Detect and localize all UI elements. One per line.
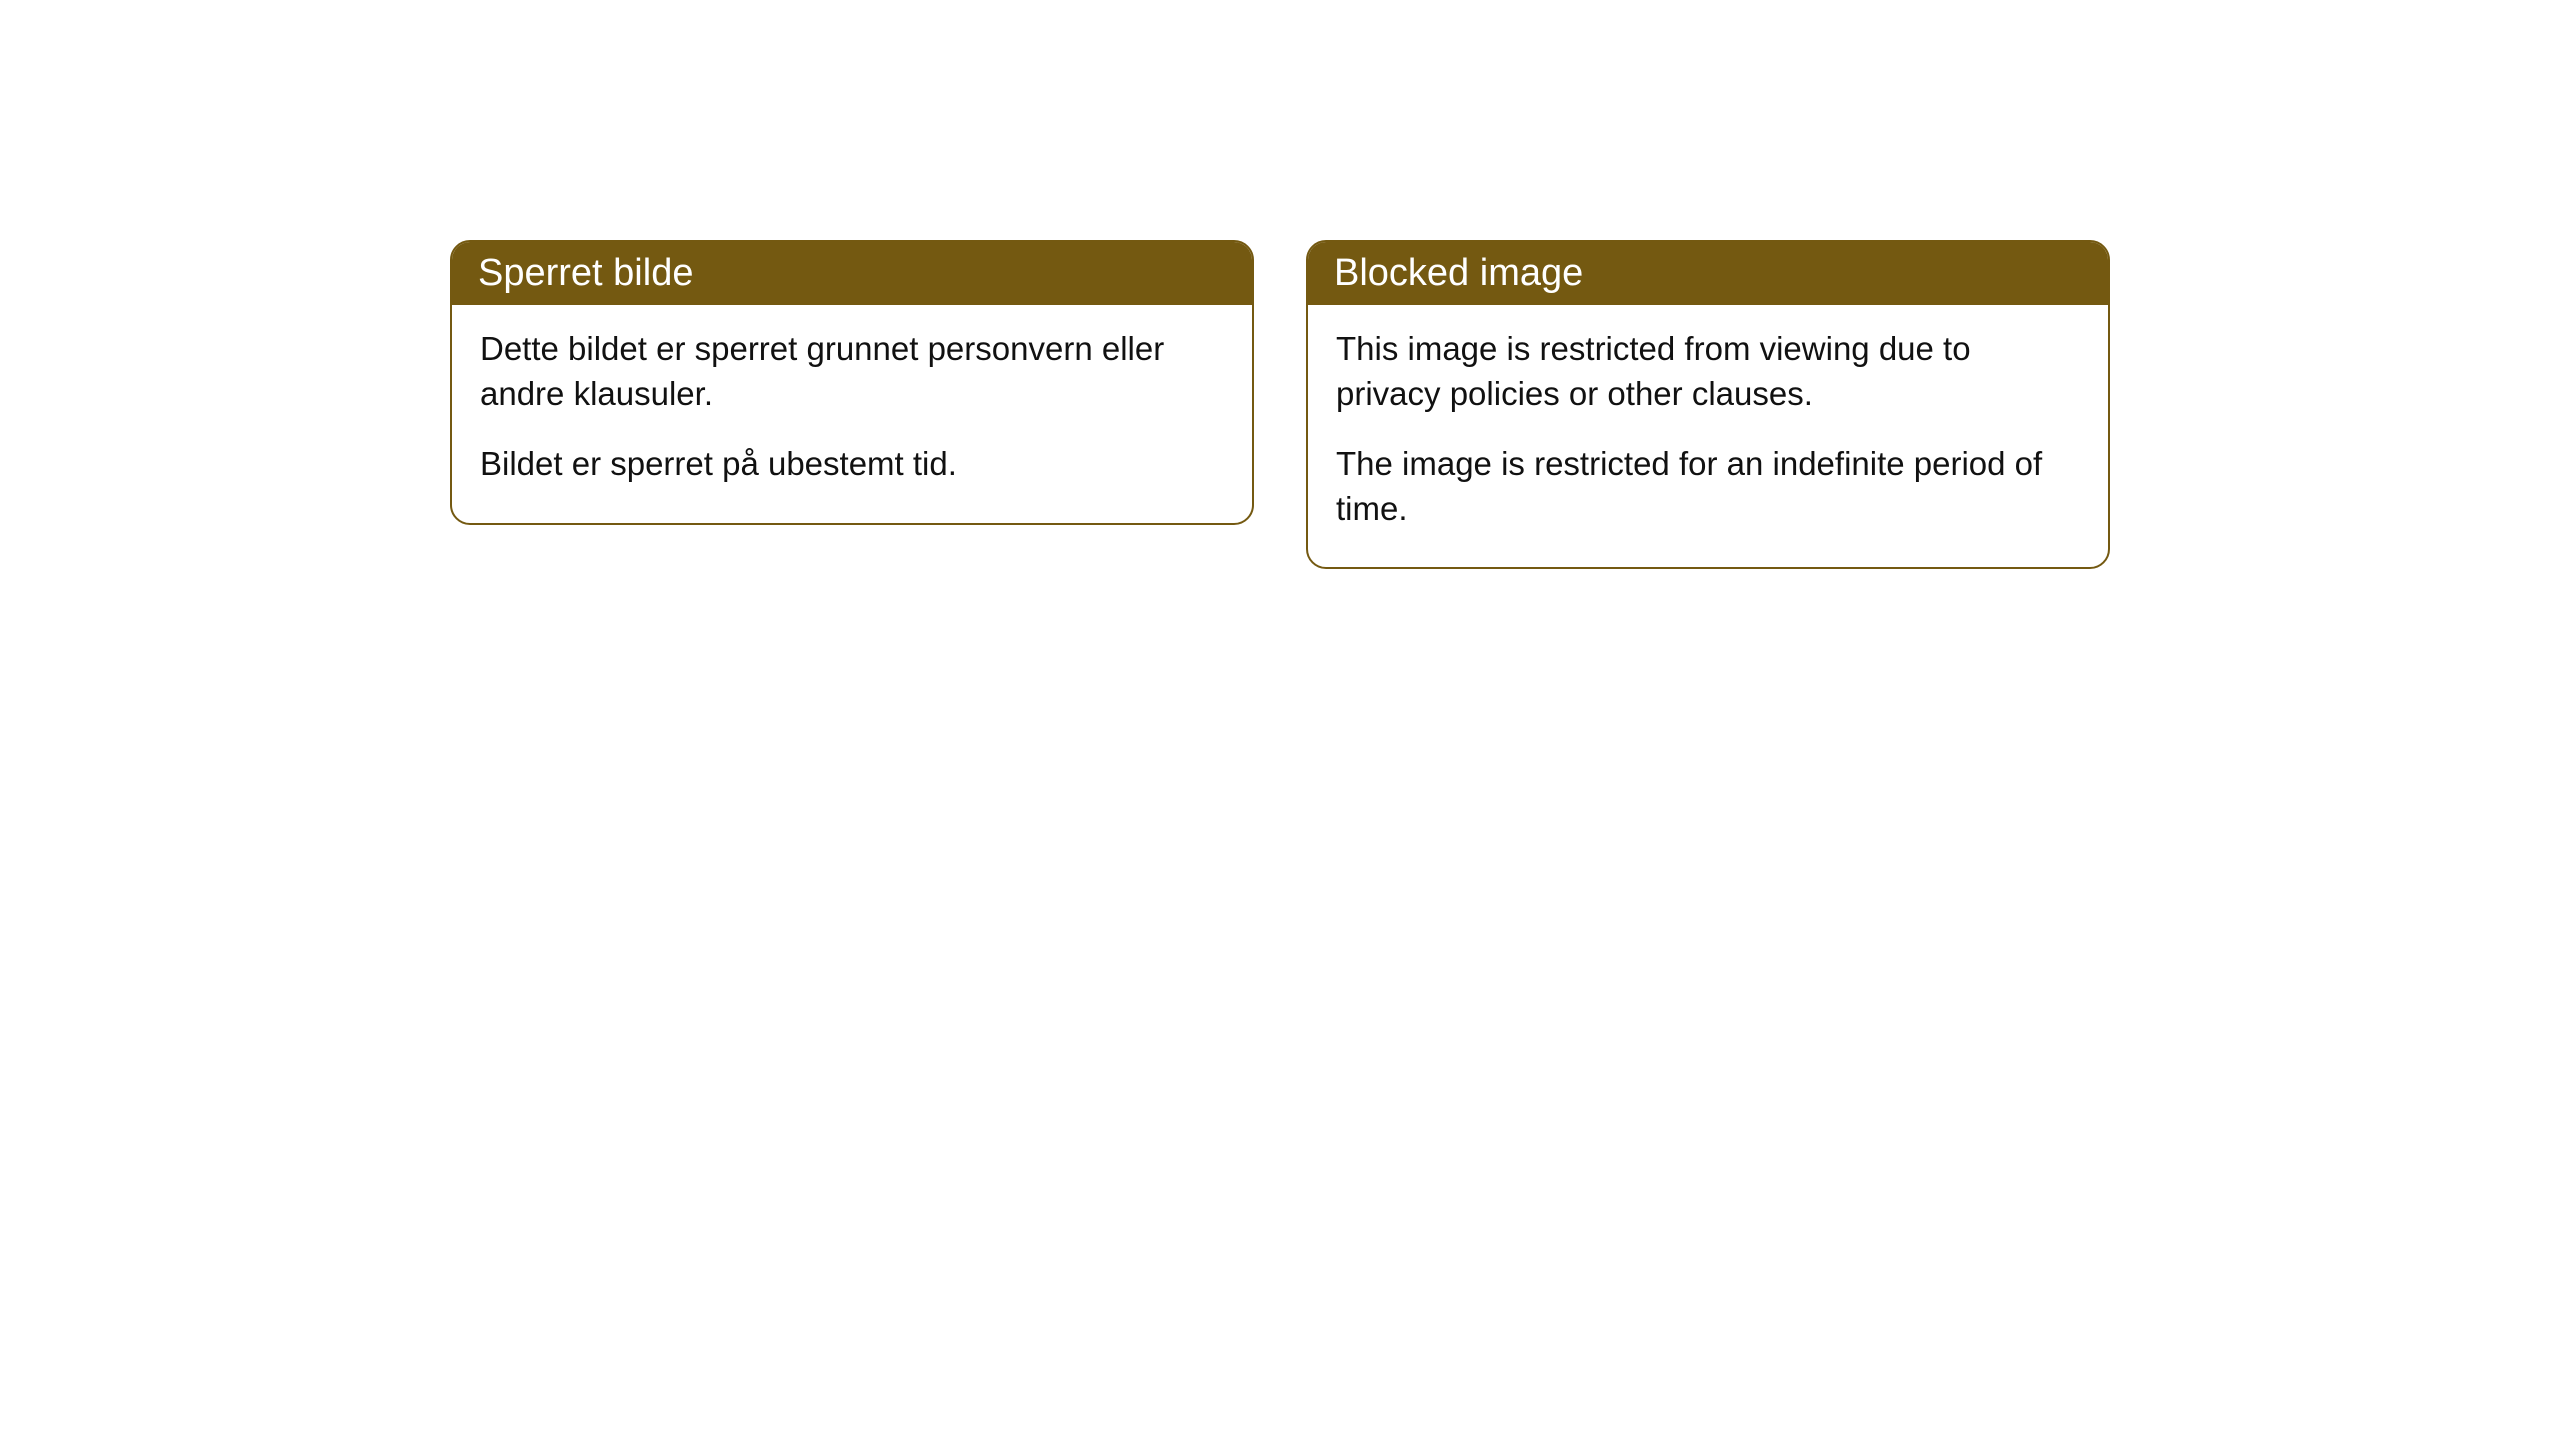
blocked-image-card-en: Blocked image This image is restricted f… <box>1306 240 2110 569</box>
card-body: This image is restricted from viewing du… <box>1308 305 2108 567</box>
card-header: Blocked image <box>1308 242 2108 305</box>
card-text-line-2: The image is restricted for an indefinit… <box>1336 442 2080 531</box>
card-header: Sperret bilde <box>452 242 1252 305</box>
card-body: Dette bildet er sperret grunnet personve… <box>452 305 1252 523</box>
card-text-line-1: Dette bildet er sperret grunnet personve… <box>480 327 1224 416</box>
blocked-image-card-no: Sperret bilde Dette bildet er sperret gr… <box>450 240 1254 525</box>
card-text-line-1: This image is restricted from viewing du… <box>1336 327 2080 416</box>
card-text-line-2: Bildet er sperret på ubestemt tid. <box>480 442 1224 487</box>
